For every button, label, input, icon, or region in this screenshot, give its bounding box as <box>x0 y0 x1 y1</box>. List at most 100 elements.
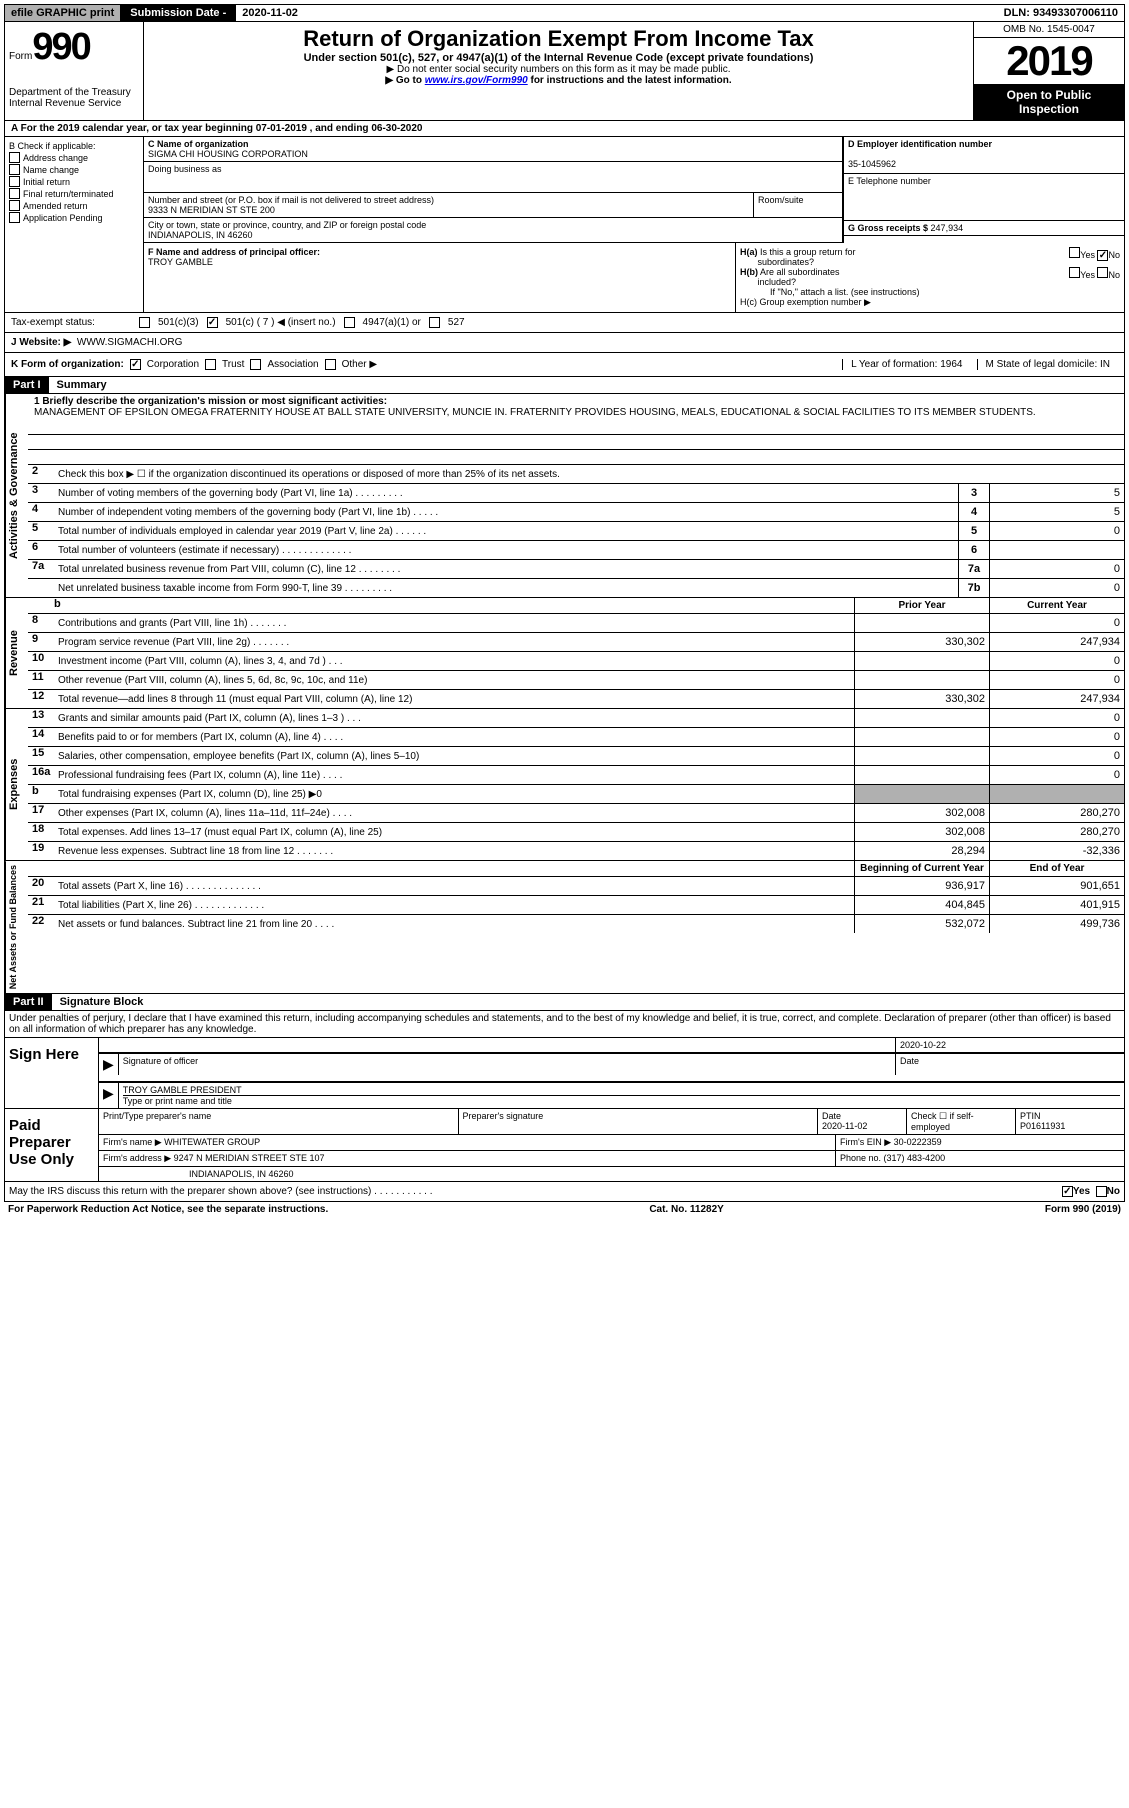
discuss-no-checkbox[interactable] <box>1096 1186 1107 1197</box>
omb-number: OMB No. 1545-0047 <box>974 22 1124 38</box>
hb-no-checkbox[interactable] <box>1097 267 1108 278</box>
501c3-checkbox[interactable] <box>139 317 150 328</box>
line-desc: Total expenses. Add lines 13–17 (must eq… <box>54 826 854 839</box>
checkbox[interactable] <box>9 152 20 163</box>
line-num: 11 <box>28 671 54 683</box>
line-desc: Total unrelated business revenue from Pa… <box>54 563 958 576</box>
summary-line: 2Check this box ▶ ☐ if the organization … <box>28 465 1124 484</box>
prior-year-val <box>854 614 989 632</box>
summary-line: 13Grants and similar amounts paid (Part … <box>28 709 1124 728</box>
ein: 35-1045962 <box>848 159 896 169</box>
ha-yes-checkbox[interactable] <box>1069 247 1080 258</box>
opt-501c3: 501(c)(3) <box>158 317 199 328</box>
perjury-statement: Under penalties of perjury, I declare th… <box>4 1011 1125 1038</box>
line-num: 17 <box>28 804 54 816</box>
addr-label: Number and street (or P.O. box if mail i… <box>148 195 434 205</box>
trust-checkbox[interactable] <box>205 359 216 370</box>
checkbox-label: Name change <box>23 165 79 175</box>
summary-line: 4Number of independent voting members of… <box>28 503 1124 522</box>
current-year-val: 401,915 <box>989 896 1124 914</box>
colb-item: Address change <box>9 152 139 163</box>
prior-year-val <box>854 671 989 689</box>
current-year-header: Current Year <box>989 598 1124 613</box>
header-left: Form 990 Department of the Treasury Inte… <box>5 22 144 120</box>
current-year-val: 280,270 <box>989 823 1124 841</box>
gross-receipts: 247,934 <box>931 223 964 233</box>
ha-no-checkbox[interactable] <box>1097 250 1108 261</box>
irs-link[interactable]: www.irs.gov/Form990 <box>425 75 528 86</box>
website-row: J Website: ▶ WWW.SIGMACHI.ORG <box>4 333 1125 353</box>
note-2: ▶ Go to www.irs.gov/Form990 for instruct… <box>148 75 969 86</box>
checkbox-label: Amended return <box>23 201 88 211</box>
line-desc: Number of independent voting members of … <box>54 506 958 519</box>
current-year-val: 247,934 <box>989 690 1124 708</box>
prior-year-val <box>854 747 989 765</box>
assoc-checkbox[interactable] <box>250 359 261 370</box>
line-num: 5 <box>28 522 54 534</box>
checkbox[interactable] <box>9 176 20 187</box>
sig-officer-label: Signature of officer <box>119 1054 896 1075</box>
prep-date: 2020-11-02 <box>822 1121 867 1131</box>
line-val: 0 <box>989 522 1124 540</box>
line-val <box>989 541 1124 559</box>
part1-tag: Part I <box>5 377 49 393</box>
summary-line: 16aProfessional fundraising fees (Part I… <box>28 766 1124 785</box>
line-desc: Investment income (Part VIII, column (A)… <box>54 655 854 668</box>
501c-checkbox[interactable] <box>207 317 218 328</box>
line-box: 7a <box>958 560 989 578</box>
firm-address: Firm's address ▶ 9247 N MERIDIAN STREET … <box>99 1151 836 1166</box>
line-box: 5 <box>958 522 989 540</box>
corp-checkbox[interactable] <box>130 359 141 370</box>
discuss-yes-checkbox[interactable] <box>1062 1186 1073 1197</box>
summary-line: 19Revenue less expenses. Subtract line 1… <box>28 842 1124 860</box>
header-right: OMB No. 1545-0047 2019 Open to Public In… <box>974 22 1124 120</box>
line-desc: Other revenue (Part VIII, column (A), li… <box>54 674 854 687</box>
k-assoc: Association <box>267 359 318 370</box>
arrow-icon: ▶ <box>99 1054 119 1075</box>
checkbox-label: Application Pending <box>23 213 103 223</box>
paperwork-notice: For Paperwork Reduction Act Notice, see … <box>8 1204 328 1215</box>
mission-label: 1 Briefly describe the organization's mi… <box>34 396 387 407</box>
line-desc: Total assets (Part X, line 16) . . . . .… <box>54 880 854 893</box>
line-desc: Other expenses (Part IX, column (A), lin… <box>54 807 854 820</box>
colb-item: Initial return <box>9 176 139 187</box>
summary-line: 20Total assets (Part X, line 16) . . . .… <box>28 877 1124 896</box>
form-label: Form <box>9 51 32 62</box>
prior-year-val: 28,294 <box>854 842 989 860</box>
summary-line: 7aTotal unrelated business revenue from … <box>28 560 1124 579</box>
firm-name: Firm's name ▶ WHITEWATER GROUP <box>99 1135 836 1150</box>
current-year-val: 0 <box>989 652 1124 670</box>
summary-line: bTotal fundraising expenses (Part IX, co… <box>28 785 1124 804</box>
line-num: 13 <box>28 709 54 721</box>
top-bar: efile GRAPHIC print Submission Date - 20… <box>4 4 1125 22</box>
prior-year-val <box>854 766 989 784</box>
address: 9333 N MERIDIAN ST STE 200 <box>148 205 275 215</box>
4947-checkbox[interactable] <box>344 317 355 328</box>
hb-yes-checkbox[interactable] <box>1069 267 1080 278</box>
dba-label: Doing business as <box>148 164 222 174</box>
line-desc: Total number of individuals employed in … <box>54 525 958 538</box>
line-num: 8 <box>28 614 54 626</box>
527-checkbox[interactable] <box>429 317 440 328</box>
firm-phone: Phone no. (317) 483-4200 <box>836 1151 1124 1166</box>
k-label: K Form of organization: <box>11 359 124 370</box>
line-val: 0 <box>989 560 1124 578</box>
current-year-val: 0 <box>989 766 1124 784</box>
line-desc: Contributions and grants (Part VIII, lin… <box>54 617 854 630</box>
part2-title: Signature Block <box>52 996 144 1008</box>
checkbox[interactable] <box>9 164 20 175</box>
checkbox[interactable] <box>9 188 20 199</box>
form-header: Form 990 Department of the Treasury Inte… <box>4 22 1125 121</box>
line-desc: Revenue less expenses. Subtract line 18 … <box>54 845 854 858</box>
line-desc: Total revenue—add lines 8 through 11 (mu… <box>54 693 854 706</box>
checkbox[interactable] <box>9 212 20 223</box>
opt-501c: 501(c) ( 7 ) ◀ (insert no.) <box>226 317 336 328</box>
website-url: WWW.SIGMACHI.ORG <box>77 337 183 348</box>
prior-year-val: 302,008 <box>854 823 989 841</box>
line-desc: Total fundraising expenses (Part IX, col… <box>54 788 854 801</box>
other-checkbox[interactable] <box>325 359 336 370</box>
line-desc: Grants and similar amounts paid (Part IX… <box>54 712 854 725</box>
summary-line: 17Other expenses (Part IX, column (A), l… <box>28 804 1124 823</box>
efile-label[interactable]: efile GRAPHIC print <box>5 5 120 21</box>
checkbox[interactable] <box>9 200 20 211</box>
